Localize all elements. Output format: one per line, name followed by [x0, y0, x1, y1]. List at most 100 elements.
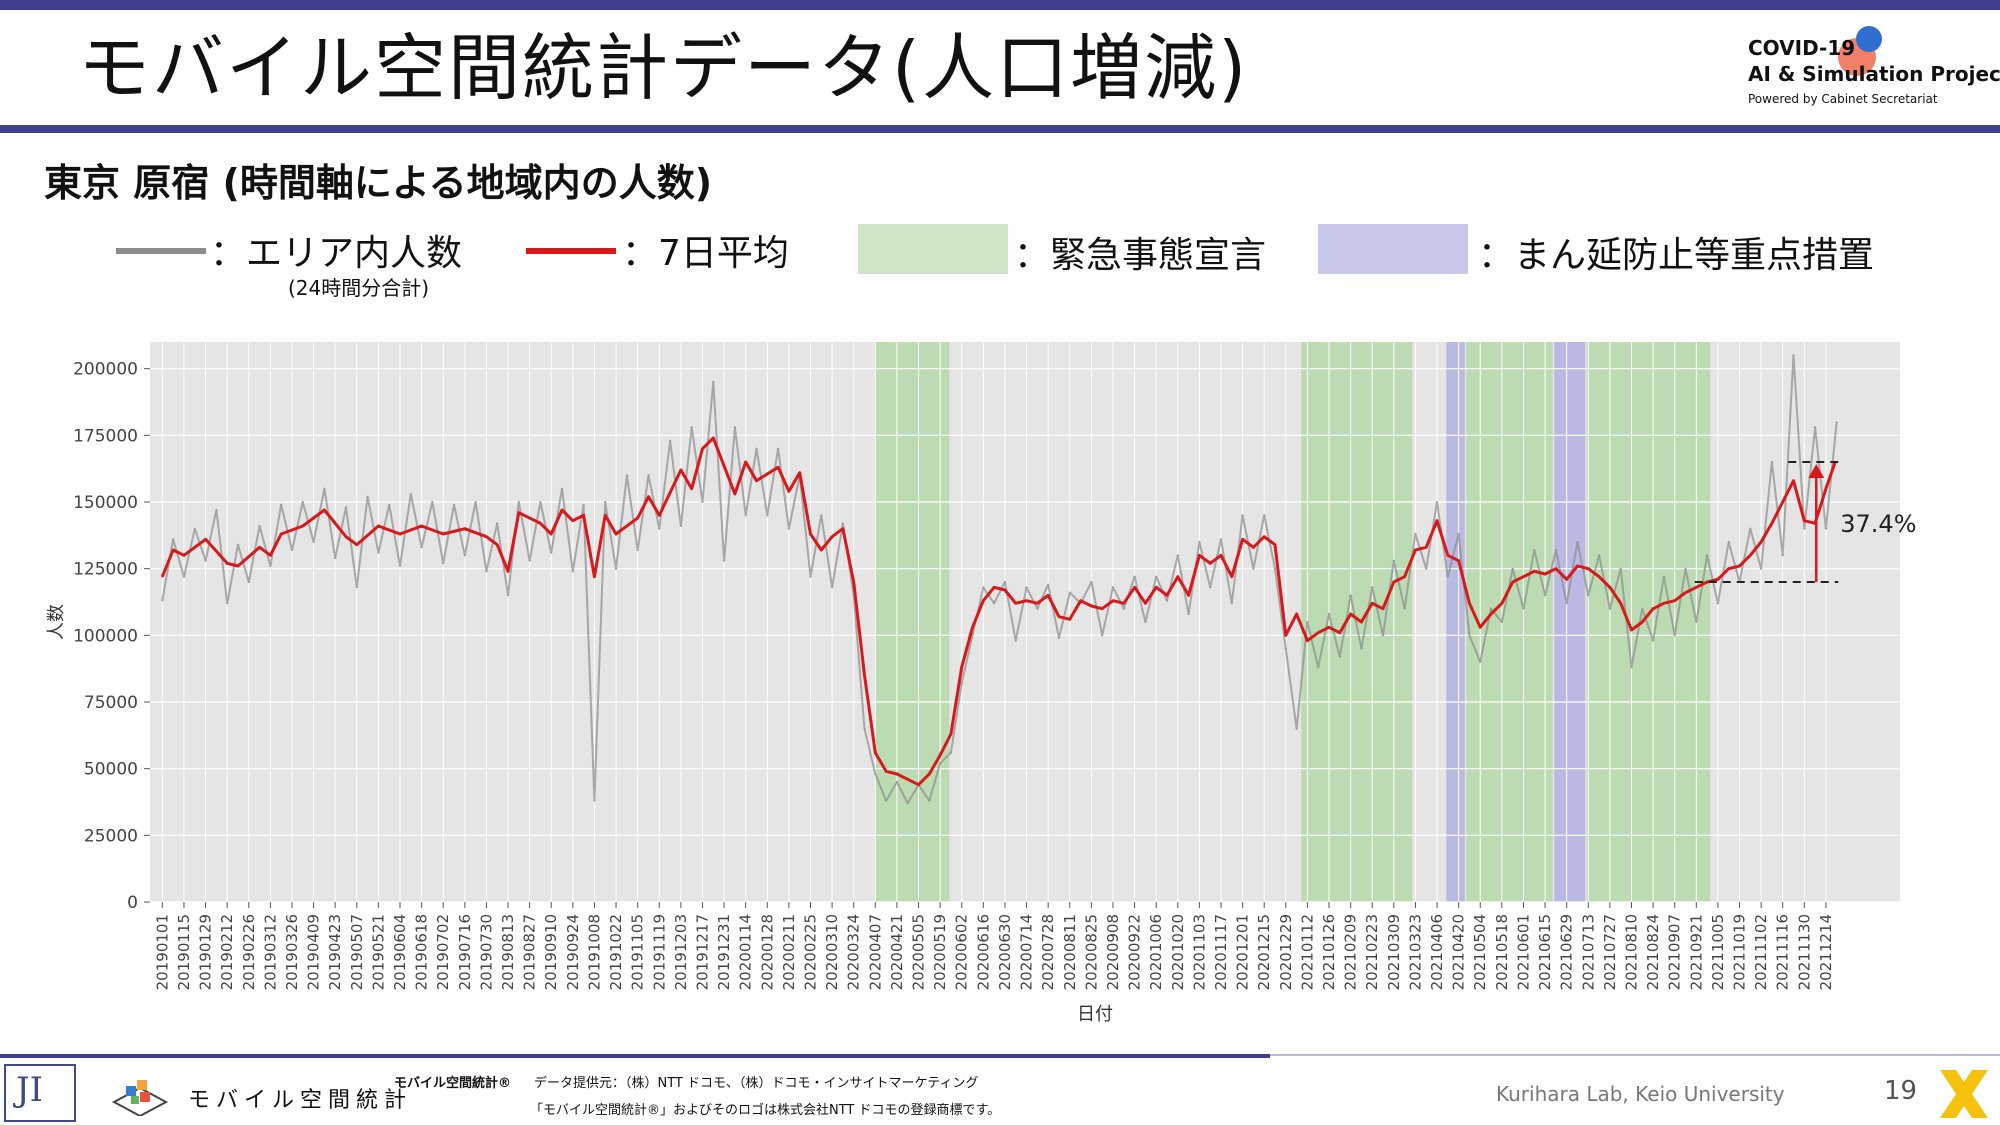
series-point-area [290, 549, 293, 551]
series-point-avg [1705, 580, 1709, 584]
series-point-avg [1759, 540, 1763, 544]
series-point-avg [1068, 618, 1071, 621]
x-tick-label: 20190924 [564, 914, 582, 990]
series-point-area [701, 501, 704, 503]
series-point-area [539, 501, 542, 503]
emergency-period-5 [1586, 342, 1711, 902]
series-point-area [928, 799, 931, 802]
x-tick-label: 20200310 [823, 914, 841, 990]
series-point-avg [841, 527, 845, 530]
series-point-avg [1014, 602, 1017, 605]
footer-divider-thin [1270, 1054, 2000, 1056]
series-line-area [161, 354, 1838, 805]
series-point-area [1219, 538, 1222, 541]
legend-area-swatch [116, 248, 206, 254]
series-point-area [1252, 567, 1255, 570]
series-point-avg [701, 447, 704, 450]
series-point-area [550, 551, 553, 554]
series-point-avg [960, 666, 963, 669]
series-point-area [1209, 586, 1212, 589]
series-point-avg [636, 516, 639, 520]
x-tick-label: 20191203 [672, 914, 690, 990]
series-point-avg [1122, 602, 1125, 605]
series-point-avg [1716, 578, 1720, 581]
x-tick-label: 20210810 [1622, 914, 1640, 990]
page-title: モバイル空間統計データ(人口増減) [78, 26, 1249, 110]
x-tick-label: 20210713 [1579, 914, 1597, 990]
logo-line-2: AI & Simulation Project [1748, 62, 2000, 86]
legend-area-note: (24時間分合計) [288, 276, 430, 300]
series-point-avg [1792, 479, 1795, 482]
project-logo: COVID-19 AI & Simulation Project Powered… [1748, 22, 2000, 112]
x-tick-label: 20190409 [305, 914, 323, 990]
series-point-area [1641, 607, 1644, 610]
y-tick-label: 25000 [84, 826, 138, 846]
series-point-area [1468, 634, 1471, 637]
x-tick-label: 20210518 [1493, 914, 1511, 990]
series-point-area [344, 506, 347, 509]
series-point-area [1338, 655, 1341, 658]
series-point-avg [1327, 626, 1331, 629]
series-point-avg [323, 508, 326, 512]
series-point-area [831, 586, 834, 589]
series-point-area [463, 554, 466, 557]
series-point-area [312, 541, 315, 543]
footer-trademark-note: 「モバイル空間統計®」およびそのロゴは株式会社NTT ドコモの登録商標です。 [530, 1103, 1001, 1118]
series-point-avg [550, 532, 553, 536]
series-point-avg [1522, 575, 1525, 578]
legend-priority-label: ：まん延防止等重点措置 [1478, 235, 1875, 276]
series-point-area [1576, 541, 1579, 543]
series-point-avg [1803, 519, 1806, 522]
series-point-area [809, 575, 812, 578]
series-point-avg [917, 783, 920, 786]
series-point-area [1155, 575, 1158, 578]
series-point-area [1025, 586, 1028, 589]
series-point-avg [593, 575, 596, 578]
series-point-avg [1133, 586, 1136, 589]
series-point-area [377, 551, 380, 554]
series-point-area [679, 525, 682, 527]
series-point-avg [1025, 599, 1028, 602]
series-point-area [1652, 639, 1655, 642]
series-point-avg [1284, 634, 1288, 637]
x-tick-label: 20200407 [866, 914, 884, 990]
series-point-area [1533, 549, 1536, 551]
series-point-area [1662, 575, 1665, 578]
series-point-avg [733, 492, 737, 496]
series-point-avg [1360, 620, 1363, 624]
series-point-avg [171, 548, 175, 552]
x-tick-label: 20210615 [1536, 914, 1554, 990]
series-point-area [690, 426, 693, 429]
series-point-area [1328, 613, 1331, 615]
series-point-avg [1511, 580, 1514, 584]
x-tick-label: 20191231 [715, 914, 733, 990]
series-point-area [712, 381, 715, 383]
series-point-avg [1317, 631, 1320, 634]
series-point-area [1814, 426, 1817, 429]
series-point-area [1479, 661, 1482, 663]
series-point-area [1727, 541, 1730, 543]
lab-logo: JI [4, 1064, 76, 1122]
series-point-area [1684, 567, 1687, 570]
series-point-avg [874, 751, 877, 754]
series-point-avg [852, 580, 855, 584]
series-point-area [787, 527, 790, 530]
series-point-avg [571, 519, 575, 522]
series-point-avg [1165, 594, 1169, 597]
series-point-avg [344, 535, 348, 538]
series-point-avg [1727, 567, 1730, 570]
series-point-avg [1824, 487, 1828, 490]
series-point-area [1263, 514, 1266, 517]
series-point-area [841, 522, 844, 525]
series-point-area [1057, 637, 1060, 639]
series-point-area [669, 439, 672, 442]
series-point-avg [1090, 604, 1093, 608]
series-point-area [355, 586, 358, 589]
x-tick-label: 20200519 [931, 914, 949, 990]
x-tick-label: 20190910 [542, 914, 560, 990]
x-tick-label: 20200211 [780, 914, 798, 990]
series-point-area [431, 501, 434, 503]
series-point-area [496, 522, 499, 525]
series-point-area [1101, 634, 1104, 637]
series-point-area [1414, 533, 1417, 535]
